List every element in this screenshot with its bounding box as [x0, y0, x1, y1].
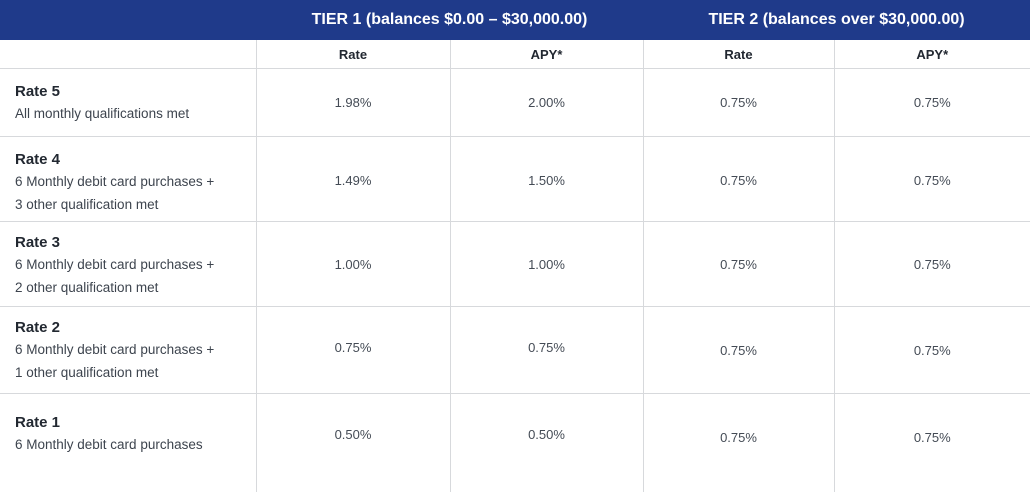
table-row: Rate 3 6 Monthly debit card purchases + … — [0, 221, 1030, 307]
tier1-apy-value: 0.50% — [449, 393, 644, 492]
tier1-rate-value: 1.98% — [255, 68, 450, 137]
rate-name: Rate 2 — [15, 319, 61, 336]
rate-description: 1 other qualification met — [15, 364, 159, 380]
rate-name: Rate 4 — [15, 151, 61, 168]
tier1-rate-value: 0.75% — [255, 306, 450, 394]
table-row: Rate 2 6 Monthly debit card purchases + … — [0, 306, 1030, 394]
table-row: Rate 4 6 Monthly debit card purchases + … — [0, 136, 1030, 222]
column-header-row: Rate APY* Rate APY* — [0, 40, 1030, 69]
table-row: Rate 1 6 Monthly debit card purchases 0.… — [0, 393, 1030, 492]
column-header-blank — [0, 40, 256, 69]
rate-name: Rate 1 — [15, 414, 61, 431]
rate-label-cell: Rate 3 6 Monthly debit card purchases + … — [0, 221, 256, 307]
tier1-apy-header: APY* — [449, 40, 644, 69]
tier2-rate-value: 0.75% — [642, 136, 835, 222]
rate-description: 6 Monthly debit card purchases — [15, 437, 203, 452]
tier1-apy-value: 2.00% — [449, 68, 644, 137]
tier-header-row: TIER 1 (balances $0.00 – $30,000.00) TIE… — [0, 0, 1030, 40]
tier1-rate-header: Rate — [255, 40, 450, 69]
tier1-rate-value: 0.50% — [255, 393, 450, 492]
rate-name: Rate 3 — [15, 234, 61, 251]
rate-description: 6 Monthly debit card purchases + — [15, 342, 215, 357]
rate-label-cell: Rate 2 6 Monthly debit card purchases + … — [0, 306, 256, 394]
rate-description: 3 other qualification met — [15, 196, 159, 212]
tier1-apy-value: 1.00% — [449, 221, 644, 307]
rate-name: Rate 5 — [15, 83, 61, 100]
tier1-apy-value: 1.50% — [449, 136, 644, 222]
tier1-header: TIER 1 (balances $0.00 – $30,000.00) — [256, 0, 644, 40]
rate-description: 6 Monthly debit card purchases + — [15, 257, 215, 272]
tier2-apy-value: 0.75% — [833, 306, 1030, 394]
tier2-header: TIER 2 (balances over $30,000.00) — [643, 0, 1030, 40]
tier2-rate-value: 0.75% — [642, 68, 835, 137]
rate-description: All monthly qualifications met — [15, 106, 190, 121]
rate-label-cell: Rate 5 All monthly qualifications met — [0, 68, 256, 137]
tier2-apy-value: 0.75% — [833, 68, 1030, 137]
rate-label-cell: Rate 4 6 Monthly debit card purchases + … — [0, 136, 256, 222]
tier1-rate-value: 1.00% — [255, 221, 450, 307]
table-row: Rate 5 All monthly qualifications met 1.… — [0, 68, 1030, 137]
rate-description: 2 other qualification met — [15, 279, 159, 295]
tier2-rate-value: 0.75% — [642, 306, 835, 394]
tier2-rate-value: 0.75% — [642, 221, 835, 307]
rate-label-cell: Rate 1 6 Monthly debit card purchases — [0, 394, 256, 492]
rate-description: 6 Monthly debit card purchases + — [15, 174, 215, 189]
tier2-apy-header: APY* — [833, 40, 1030, 69]
tier2-rate-value: 0.75% — [642, 393, 835, 492]
tier1-rate-value: 1.49% — [255, 136, 450, 222]
tier2-apy-value: 0.75% — [833, 393, 1030, 492]
tier2-apy-value: 0.75% — [833, 136, 1030, 222]
tier2-apy-value: 0.75% — [833, 221, 1030, 307]
tier1-apy-value: 0.75% — [449, 306, 644, 394]
tier-header-blank — [0, 0, 256, 40]
tier2-rate-header: Rate — [642, 40, 835, 69]
